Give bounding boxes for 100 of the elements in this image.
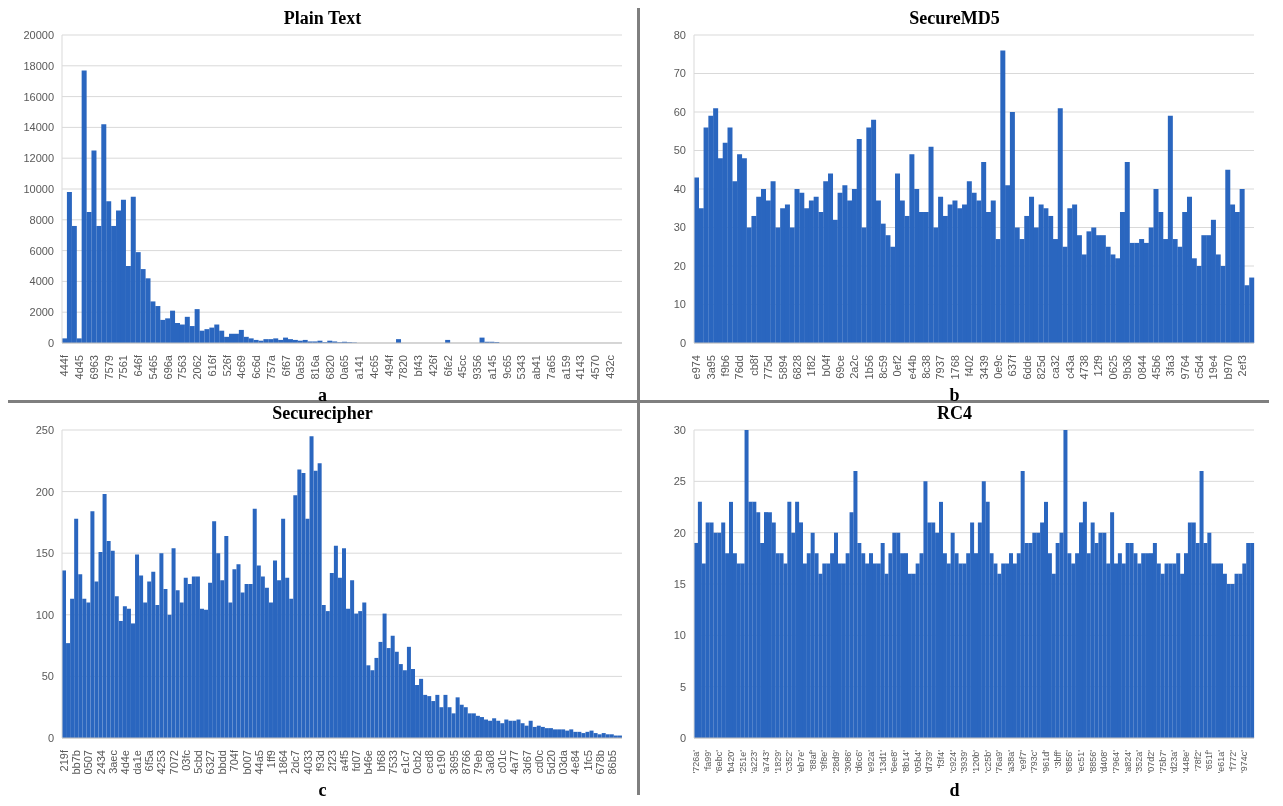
x-tick-label: 426f	[426, 354, 439, 377]
x-tick-label: 6820	[323, 355, 336, 380]
y-tick-label: 10	[673, 629, 686, 642]
x-tick-label: b04f	[819, 354, 832, 377]
x-tick-label: 7937	[934, 355, 946, 380]
x-tick-label: '120b'	[970, 749, 981, 774]
x-tick-label: '6856'	[1063, 749, 1074, 774]
y-tick-label: 4000	[29, 275, 54, 288]
x-tick-label: '3939'	[958, 749, 969, 774]
text: c	[318, 780, 327, 801]
x-tick-label: 1fc5	[581, 750, 594, 771]
text: b	[949, 385, 960, 406]
x-tick-label: 4d4e	[118, 750, 131, 775]
y-tick-label: 250	[35, 423, 54, 436]
x-tick-label: 5cbd	[191, 750, 204, 774]
x-tick-label: 4143	[573, 355, 586, 380]
x-tick-label: 1f82	[804, 355, 817, 377]
x-tick-label: 757a	[264, 354, 277, 380]
x-tick-label: 0e9c	[991, 354, 1004, 379]
x-tick-label: 'a38a'	[1005, 749, 1016, 774]
x-tick-label: '8856'	[1087, 749, 1098, 774]
x-tick-label: 8c59	[876, 355, 889, 379]
x-tick-label: 6f5a	[142, 749, 155, 772]
x-tick-label: 219f	[57, 749, 70, 772]
x-tick-label: '1829'	[772, 749, 783, 774]
x-tick-label: '251e'	[737, 749, 748, 774]
y-tick-label: 0	[47, 731, 54, 744]
x-tick-label: '726a'	[690, 749, 701, 774]
x-tick-label: 816a	[308, 354, 321, 380]
chart-title: RC4	[937, 403, 972, 424]
x-tick-label: 'c924'	[947, 749, 958, 773]
x-tick-label: '8b14'	[900, 749, 911, 774]
y-tick-label: 80	[673, 28, 686, 41]
x-tick-label: 'd408'	[1098, 749, 1109, 774]
x-tick-label: c43a	[1063, 354, 1076, 379]
x-tick-label: 637f	[1005, 354, 1018, 377]
x-tick-label: f93d	[313, 750, 326, 772]
x-tick-label: 704f	[227, 749, 240, 772]
x-tick-label: 678b	[593, 750, 606, 775]
x-tick-label: e974	[689, 355, 702, 380]
x-tick-label: 9c65	[500, 355, 513, 379]
x-tick-label: cb8f	[747, 354, 760, 376]
x-tick-label: '3086'	[842, 749, 853, 774]
x-tick-label: 5d20	[544, 750, 557, 775]
y-tick-label: 30	[673, 221, 686, 234]
x-tick-label: 8766	[459, 750, 472, 775]
x-tick-label: 'a743'	[760, 749, 771, 774]
x-tick-label: '07d2'	[1145, 749, 1156, 774]
x-tick-label: 'e92a'	[865, 749, 876, 774]
x-tick-label: e1c7	[398, 750, 411, 774]
x-tick-label: 775d	[761, 355, 774, 380]
x-tick-label: 4570	[588, 355, 601, 380]
x-tick-label: '352a'	[1133, 749, 1144, 774]
x-tick-label: '6ee8'	[888, 749, 899, 774]
x-tick-label: 'b420'	[725, 749, 736, 774]
x-tick-label: 'c352'	[783, 749, 794, 773]
y-tick-label: 70	[673, 67, 686, 80]
y-tick-label: 50	[673, 144, 686, 157]
x-tick-label: 'fa99'	[702, 749, 713, 771]
chart-title: Plain Text	[283, 8, 362, 29]
x-tick-label: 696a	[161, 354, 174, 380]
y-tick-label: 20000	[22, 28, 54, 41]
x-tick-label: 825d	[1034, 355, 1047, 380]
x-tick-label: 0cb2	[410, 750, 423, 774]
x-tick-label: c01c	[495, 749, 508, 774]
x-tick-label: 'ec51'	[1075, 749, 1086, 773]
x-tick-label: 3aec	[106, 749, 119, 774]
y-tick-label: 18000	[22, 59, 54, 72]
x-tick-label: '13d1'	[877, 749, 888, 774]
x-tick-label: b007	[240, 750, 253, 775]
x-tick-label: 6fe2	[441, 355, 454, 377]
x-tick-label: '7964'	[1110, 749, 1121, 774]
x-tick-label: 0844	[1135, 355, 1148, 380]
y-tick-label: 2000	[29, 306, 54, 319]
x-tick-label: 3695	[447, 750, 460, 775]
chart-title: SecureMD5	[909, 8, 1000, 29]
y-tick-label: 6000	[29, 244, 54, 257]
x-tick-label: 7072	[167, 750, 180, 775]
x-tick-label: 45b6	[1149, 355, 1162, 380]
x-tick-label: a4f5	[337, 750, 350, 772]
text: d	[949, 780, 960, 801]
y-tick-label: 200	[35, 485, 54, 498]
y-tick-label: 15	[673, 577, 686, 590]
x-tick-label: 2dc7	[288, 750, 301, 774]
x-tick-label: 9356	[470, 355, 483, 380]
y-tick-label: 60	[673, 105, 686, 118]
x-tick-label: '9f8e'	[818, 749, 829, 771]
x-tick-label: 0625	[1106, 355, 1119, 380]
x-tick-label: 7a65	[544, 355, 557, 380]
x-tick-label: 3a08	[483, 750, 496, 775]
x-tick-label: 86b5	[605, 750, 618, 775]
x-tick-label: 6327	[203, 750, 216, 775]
y-tick-label: 20	[673, 526, 686, 539]
x-tick-label: 03da	[556, 749, 569, 775]
x-tick-label: 19e4	[1206, 355, 1219, 380]
x-tick-label: a145	[485, 355, 498, 380]
x-tick-label: 'd739'	[923, 749, 934, 774]
x-tick-label: 1b56	[862, 355, 875, 380]
x-tick-label: 5465	[146, 355, 159, 380]
x-tick-label: '793c'	[1028, 749, 1039, 773]
